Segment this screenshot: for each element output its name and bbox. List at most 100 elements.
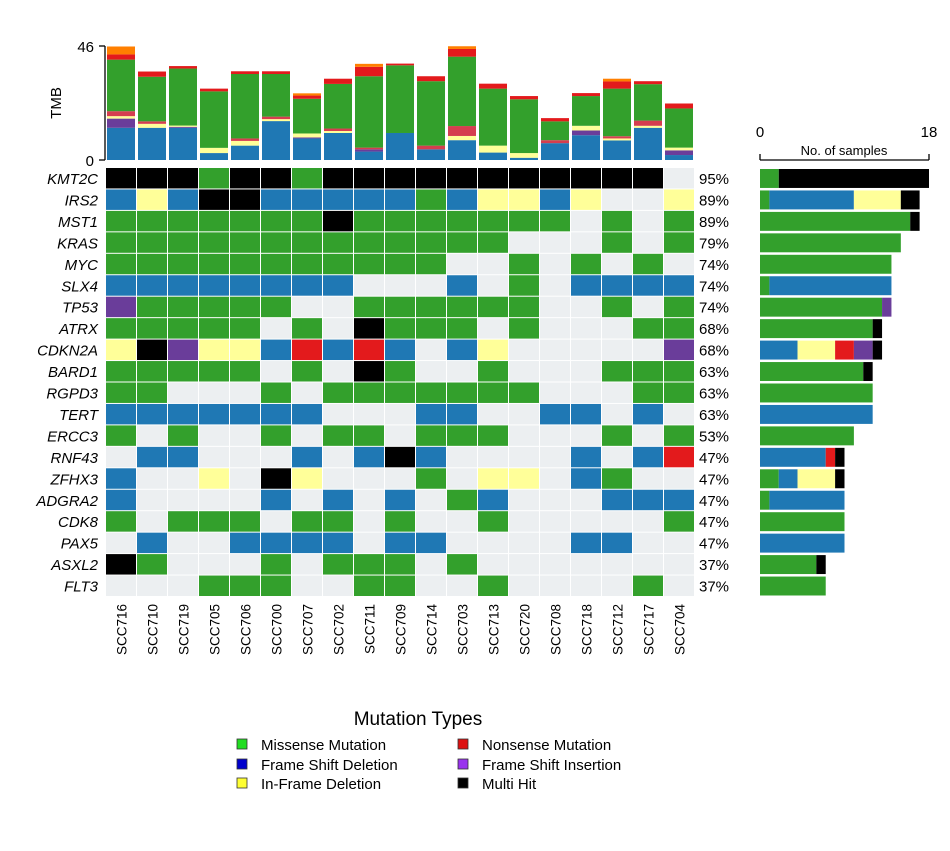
grid-cell [106, 554, 136, 575]
grid-cell [664, 232, 694, 253]
grid-cell [540, 232, 570, 253]
gene-bar-tick-min: 0 [756, 124, 764, 141]
sample-label: SCC718 [580, 604, 595, 655]
tmb-bar-segment [169, 127, 197, 160]
grid-cell [199, 253, 229, 275]
grid-cell [633, 253, 663, 275]
grid-cell [261, 554, 291, 575]
tmb-bar-segment [448, 135, 476, 141]
grid-cell [478, 318, 508, 339]
sample-label: SCC706 [239, 604, 254, 655]
tmb-bar-segment [572, 125, 600, 131]
grid-cell [168, 253, 198, 275]
tmb-bar-segment [293, 95, 321, 99]
grid-cell [540, 575, 570, 596]
tmb-bar-segment [138, 127, 166, 160]
grid-cell [199, 446, 229, 468]
tmb-bar-segment [293, 93, 321, 96]
grid-cell [633, 425, 663, 446]
grid-cell [540, 361, 570, 382]
grid-cell [168, 361, 198, 382]
gene-bar-segment [825, 447, 836, 467]
grid-cell [168, 403, 198, 425]
grid-cell [230, 511, 260, 532]
grid-cell [633, 575, 663, 596]
grid-cell [447, 318, 477, 339]
tmb-bar-segment [262, 71, 290, 75]
grid-cell [509, 168, 539, 189]
grid-cell [199, 210, 229, 232]
grid-cell [633, 361, 663, 382]
grid-cell [633, 339, 663, 361]
grid-cell [633, 210, 663, 232]
grid-cell [602, 575, 632, 596]
tmb-bar-segment [138, 121, 166, 124]
grid-cell [261, 532, 291, 554]
gene-bar-segment [778, 169, 929, 188]
tmb-bar-segment [231, 140, 259, 146]
grid-cell [602, 339, 632, 361]
grid-cell [354, 446, 384, 468]
grid-cell [633, 168, 663, 189]
tmb-bar-segment [386, 132, 414, 160]
gene-percent: 68% [699, 321, 729, 338]
grid-cell [509, 232, 539, 253]
grid-cell [416, 554, 446, 575]
legend-swatch [236, 758, 248, 770]
tmb-bar-segment [541, 121, 569, 141]
tmb-bar-segment [200, 88, 228, 92]
gene-label: MYC [65, 257, 99, 274]
grid-cell [509, 318, 539, 339]
grid-cell [292, 532, 322, 554]
grid-cell [323, 210, 353, 232]
grid-cell [478, 361, 508, 382]
legend-label: In-Frame Deletion [261, 776, 381, 793]
gene-bar-segment [882, 297, 892, 317]
tmb-bar-segment [479, 83, 507, 89]
grid-cell [323, 575, 353, 596]
gene-label: ERCC3 [47, 428, 99, 445]
grid-cell [633, 511, 663, 532]
grid-cell [509, 511, 539, 532]
gene-bar-segment [760, 297, 883, 317]
gene-label: TERT [59, 407, 100, 424]
grid-cell [664, 532, 694, 554]
grid-cell [385, 575, 415, 596]
tmb-bar-segment [293, 137, 321, 139]
sample-label: SCC708 [549, 604, 564, 655]
grid-cell [230, 382, 260, 403]
tmb-bar-segment [169, 66, 197, 69]
grid-cell [199, 296, 229, 318]
tmb-bar-segment [262, 121, 290, 160]
grid-cell [664, 446, 694, 468]
gene-bar-axis: 0 18 No. of samples [756, 124, 937, 161]
tmb-bar-segment [603, 81, 631, 89]
tmb-bar-segment [634, 81, 662, 85]
grid-cell [137, 489, 167, 511]
grid-cell [633, 403, 663, 425]
grid-cell [323, 489, 353, 511]
gene-bar-segment [760, 383, 873, 403]
grid-cell [199, 168, 229, 189]
tmb-bar-segment [355, 66, 383, 77]
grid-cell [168, 232, 198, 253]
grid-cell [137, 232, 167, 253]
grid-cell [478, 425, 508, 446]
tmb-bar-segment [572, 135, 600, 160]
grid-cell [385, 296, 415, 318]
grid-cell [261, 275, 291, 296]
grid-cell [571, 468, 601, 489]
gene-bar-segment [835, 340, 854, 360]
gene-label: KRAS [57, 235, 98, 252]
grid-cell [478, 575, 508, 596]
grid-cell [385, 511, 415, 532]
gene-bar-segment [760, 426, 854, 446]
gene-bar-segment [760, 447, 826, 467]
grid-cell [199, 275, 229, 296]
grid-cell [633, 318, 663, 339]
grid-cell [292, 382, 322, 403]
tmb-bar-segment [107, 54, 135, 60]
grid-cell [633, 532, 663, 554]
grid-cell [478, 489, 508, 511]
grid-cell [261, 403, 291, 425]
